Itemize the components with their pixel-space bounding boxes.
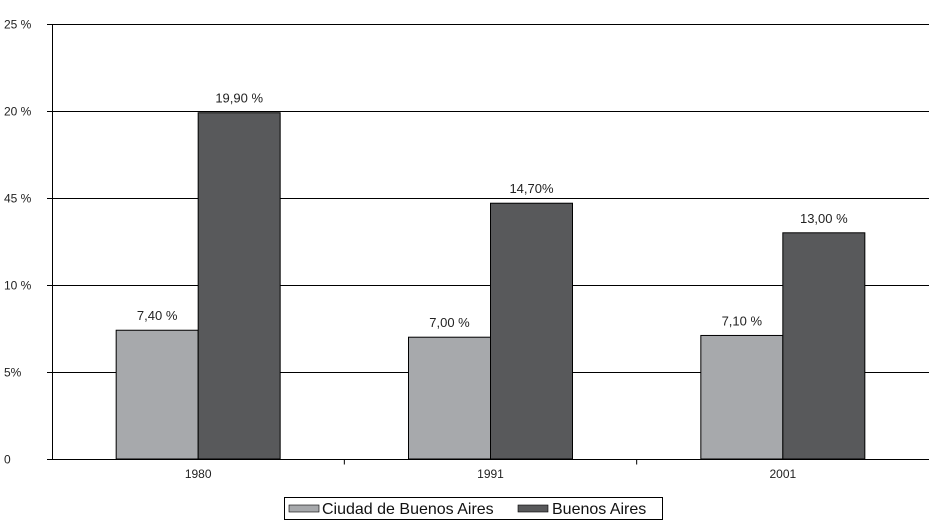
- bar-buenos-aires-1980: [197, 112, 281, 460]
- legend-label-buenos-aires: Buenos Aires: [552, 501, 646, 518]
- x-tick-label: 1980: [185, 467, 212, 481]
- y-tick-label: 0: [4, 453, 11, 467]
- data-labels: 7,40 % 19,90 % 7,00 % 14,70% 7,10 % 13,00 %: [137, 91, 848, 330]
- y-tick-label: 45 %: [4, 192, 32, 206]
- data-label: 7,00 %: [429, 315, 470, 330]
- data-label: 7,40 %: [137, 308, 178, 323]
- x-tick-label: 1991: [477, 467, 504, 481]
- x-axis-ticks: 1980 1991 2001: [185, 459, 797, 481]
- legend-label-ciudad: Ciudad de Buenos Aires: [322, 501, 494, 518]
- legend-swatch-buenos-aires: [517, 504, 549, 513]
- y-tick-label: 5%: [4, 366, 22, 380]
- bar-ciudad-2001: [700, 334, 784, 460]
- data-label: 14,70%: [509, 181, 554, 196]
- legend-swatch-ciudad: [288, 504, 320, 513]
- x-tick-label: 2001: [769, 467, 796, 481]
- axes: [52, 24, 929, 460]
- bar-ciudad-1980: [115, 329, 199, 460]
- bar-ciudad-1991: [408, 336, 491, 460]
- data-label: 7,10 %: [722, 313, 763, 328]
- y-tick-label: 10 %: [4, 279, 32, 293]
- data-label: 19,90 %: [215, 91, 263, 106]
- legend: Ciudad de Buenos Aires Buenos Aires: [284, 497, 663, 520]
- bar-buenos-aires-1991: [490, 202, 573, 460]
- bar-buenos-aires-2001: [782, 232, 866, 460]
- y-axis-ticks: 0 5% 10 % 45 % 20 % 25 %: [4, 18, 52, 467]
- y-tick-label: 20 %: [4, 105, 32, 119]
- bars: [115, 112, 866, 460]
- data-label: 13,00 %: [800, 211, 848, 226]
- y-tick-label: 25 %: [4, 18, 32, 32]
